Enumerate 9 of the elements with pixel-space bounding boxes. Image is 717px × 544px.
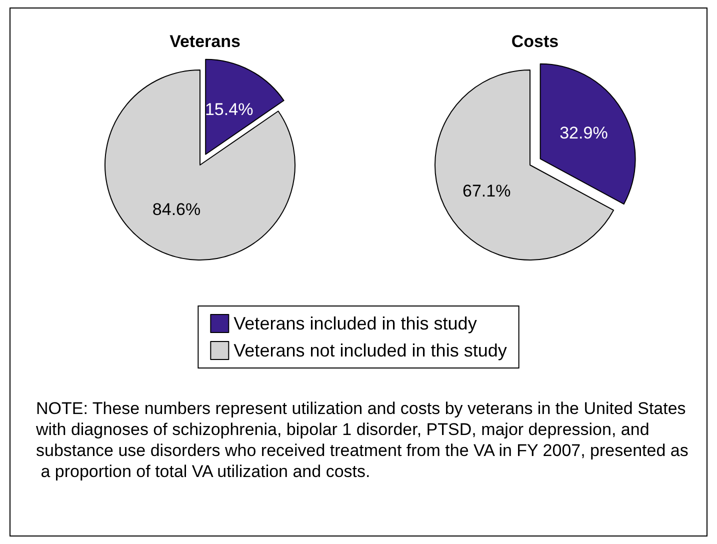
legend-label: Veterans included in this study (234, 314, 477, 334)
data-label: 84.6% (152, 200, 201, 220)
text: NOTE: These numbers represent utilization and costs by veterans in the United States with diagnoses of schizophrenia, bipolar 1 disorder, PTSD, major depression, and substance use disorders who received treatment from the VA in FY 2007, presented as a proportion of total VA utilization and costs. (35, 399, 691, 481)
data-label: 15.4% (204, 100, 254, 120)
slice-label: Veterans (170, 32, 240, 51)
data-label: 32.9% (560, 124, 608, 143)
legend-label: Veterans not included in this study (234, 340, 507, 360)
data-label: 67.1% (462, 181, 511, 200)
slice-label: Costs (511, 32, 559, 51)
